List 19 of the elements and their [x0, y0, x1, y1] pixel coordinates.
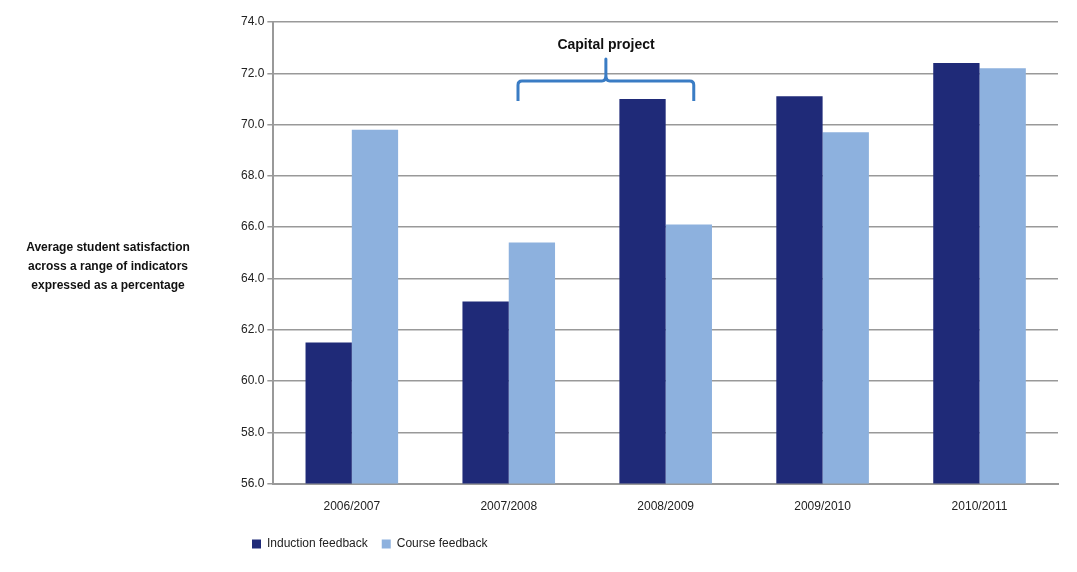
y-tick-label: 68.0 — [241, 168, 265, 183]
x-tick-label: 2007/2008 — [480, 499, 538, 514]
y-tick-label: 62.0 — [241, 322, 265, 337]
y-axis-title: Average student satisfaction across a range of indicators expressed as a percentage — [25, 239, 191, 294]
x-tick-label: 2006/2007 — [323, 499, 381, 514]
x-tick-label: 2008/2009 — [637, 499, 695, 514]
y-tick-label: 58.0 — [241, 424, 265, 439]
legend-label: Course feedback — [396, 536, 489, 551]
y-tick-label: 56.0 — [241, 475, 265, 490]
y-tick-label: 74.0 — [241, 14, 265, 29]
legend-label: Induction feedback — [267, 536, 369, 551]
annotation: Capital project — [556, 36, 656, 52]
y-tick-label: 64.0 — [241, 270, 265, 285]
x-tick-label: 2010/2011 — [951, 499, 1008, 514]
x-tick-label: 2009/2010 — [794, 499, 852, 514]
y-tick-label: 66.0 — [241, 219, 265, 234]
y-tick-label: 70.0 — [241, 116, 265, 131]
y-tick-label: 60.0 — [241, 373, 265, 388]
y-tick-label: 72.0 — [241, 65, 265, 80]
